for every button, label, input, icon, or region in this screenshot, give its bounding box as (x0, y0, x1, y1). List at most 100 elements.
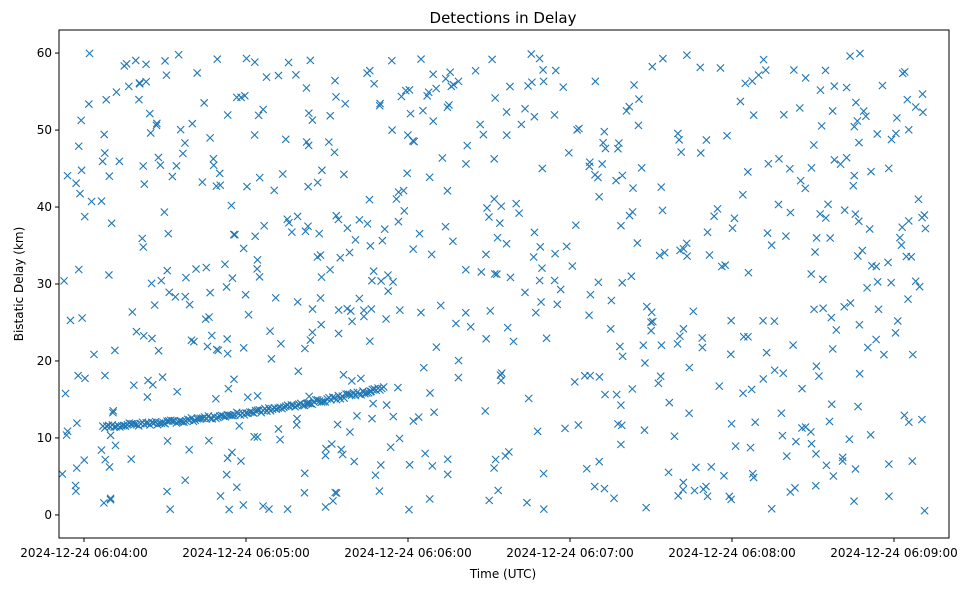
data-point (152, 119, 161, 128)
data-point (785, 164, 794, 173)
data-point (401, 86, 410, 95)
data-point (284, 218, 293, 227)
data-point (854, 138, 863, 147)
data-point (893, 316, 902, 325)
data-point (162, 71, 171, 80)
data-point (717, 262, 726, 271)
data-point (105, 462, 114, 471)
data-point (593, 173, 602, 182)
data-point (359, 312, 368, 321)
data-point (173, 387, 182, 396)
data-point (675, 332, 684, 341)
data-point (386, 443, 395, 452)
data-point (492, 270, 501, 279)
data-point (324, 138, 333, 147)
data-point (332, 489, 341, 498)
data-point (807, 439, 816, 448)
data-point (691, 463, 700, 472)
data-point (867, 167, 875, 176)
data-point (444, 100, 453, 109)
data-point (601, 144, 610, 153)
data-point (333, 420, 342, 429)
data-point (719, 471, 728, 480)
x-tick-label: 2024-12-24 06:06:00 (344, 546, 471, 560)
data-point (715, 382, 724, 391)
data-point (321, 444, 330, 453)
data-point (553, 300, 562, 309)
data-point (215, 169, 224, 178)
x-tick-label: 2024-12-24 06:08:00 (668, 546, 795, 560)
data-point (627, 272, 636, 281)
data-point (529, 253, 538, 261)
data-point (542, 334, 551, 343)
data-point (110, 346, 119, 355)
data-point (657, 341, 666, 350)
data-point (284, 58, 293, 67)
data-point (127, 455, 136, 464)
data-point (879, 350, 888, 359)
data-point (446, 68, 455, 77)
data-point (147, 334, 156, 343)
data-point (192, 265, 201, 274)
data-point (346, 307, 355, 316)
data-point (698, 333, 707, 342)
data-point (71, 487, 80, 496)
data-point (271, 293, 280, 302)
data-point (331, 76, 340, 85)
data-point (726, 350, 735, 359)
data-point (447, 82, 456, 91)
data-point (301, 227, 310, 236)
data-point (921, 224, 930, 233)
data-point (762, 348, 771, 357)
data-point (216, 491, 225, 500)
data-point (384, 287, 393, 296)
data-point (222, 282, 231, 291)
data-point (616, 401, 625, 410)
data-point (855, 320, 864, 329)
data-point (673, 339, 682, 348)
data-point (524, 81, 533, 90)
data-point (185, 445, 194, 454)
data-point (160, 208, 169, 217)
data-point (176, 125, 185, 134)
data-point (255, 272, 264, 281)
data-point (679, 478, 688, 487)
data-point (490, 269, 499, 278)
data-point (840, 206, 849, 215)
data-point (154, 346, 163, 355)
data-point (866, 430, 875, 439)
data-point (485, 496, 494, 505)
data-point (421, 449, 430, 458)
data-point (873, 130, 882, 139)
data-point (338, 450, 347, 459)
data-point (536, 242, 545, 251)
data-point (851, 210, 860, 219)
data-point (436, 301, 445, 310)
data-point (266, 327, 275, 336)
data-point (100, 149, 109, 158)
data-point (60, 276, 69, 285)
data-point (858, 246, 867, 255)
data-point (98, 157, 107, 166)
data-point (585, 311, 594, 320)
plot-frame (58, 29, 950, 539)
data-point (400, 206, 409, 215)
data-point (211, 414, 220, 423)
data-point (163, 266, 172, 275)
data-point (705, 251, 714, 259)
data-point (395, 434, 404, 443)
data-point (214, 346, 223, 355)
data-point (293, 297, 302, 306)
data-point (601, 390, 610, 399)
data-point (154, 153, 163, 162)
data-point (101, 455, 110, 464)
data-point (807, 163, 816, 172)
data-point (895, 233, 904, 242)
data-point (139, 331, 148, 340)
data-point (72, 464, 81, 473)
data-point (259, 105, 268, 114)
data-point (274, 424, 283, 433)
data-point (207, 331, 216, 340)
data-point (801, 73, 810, 82)
